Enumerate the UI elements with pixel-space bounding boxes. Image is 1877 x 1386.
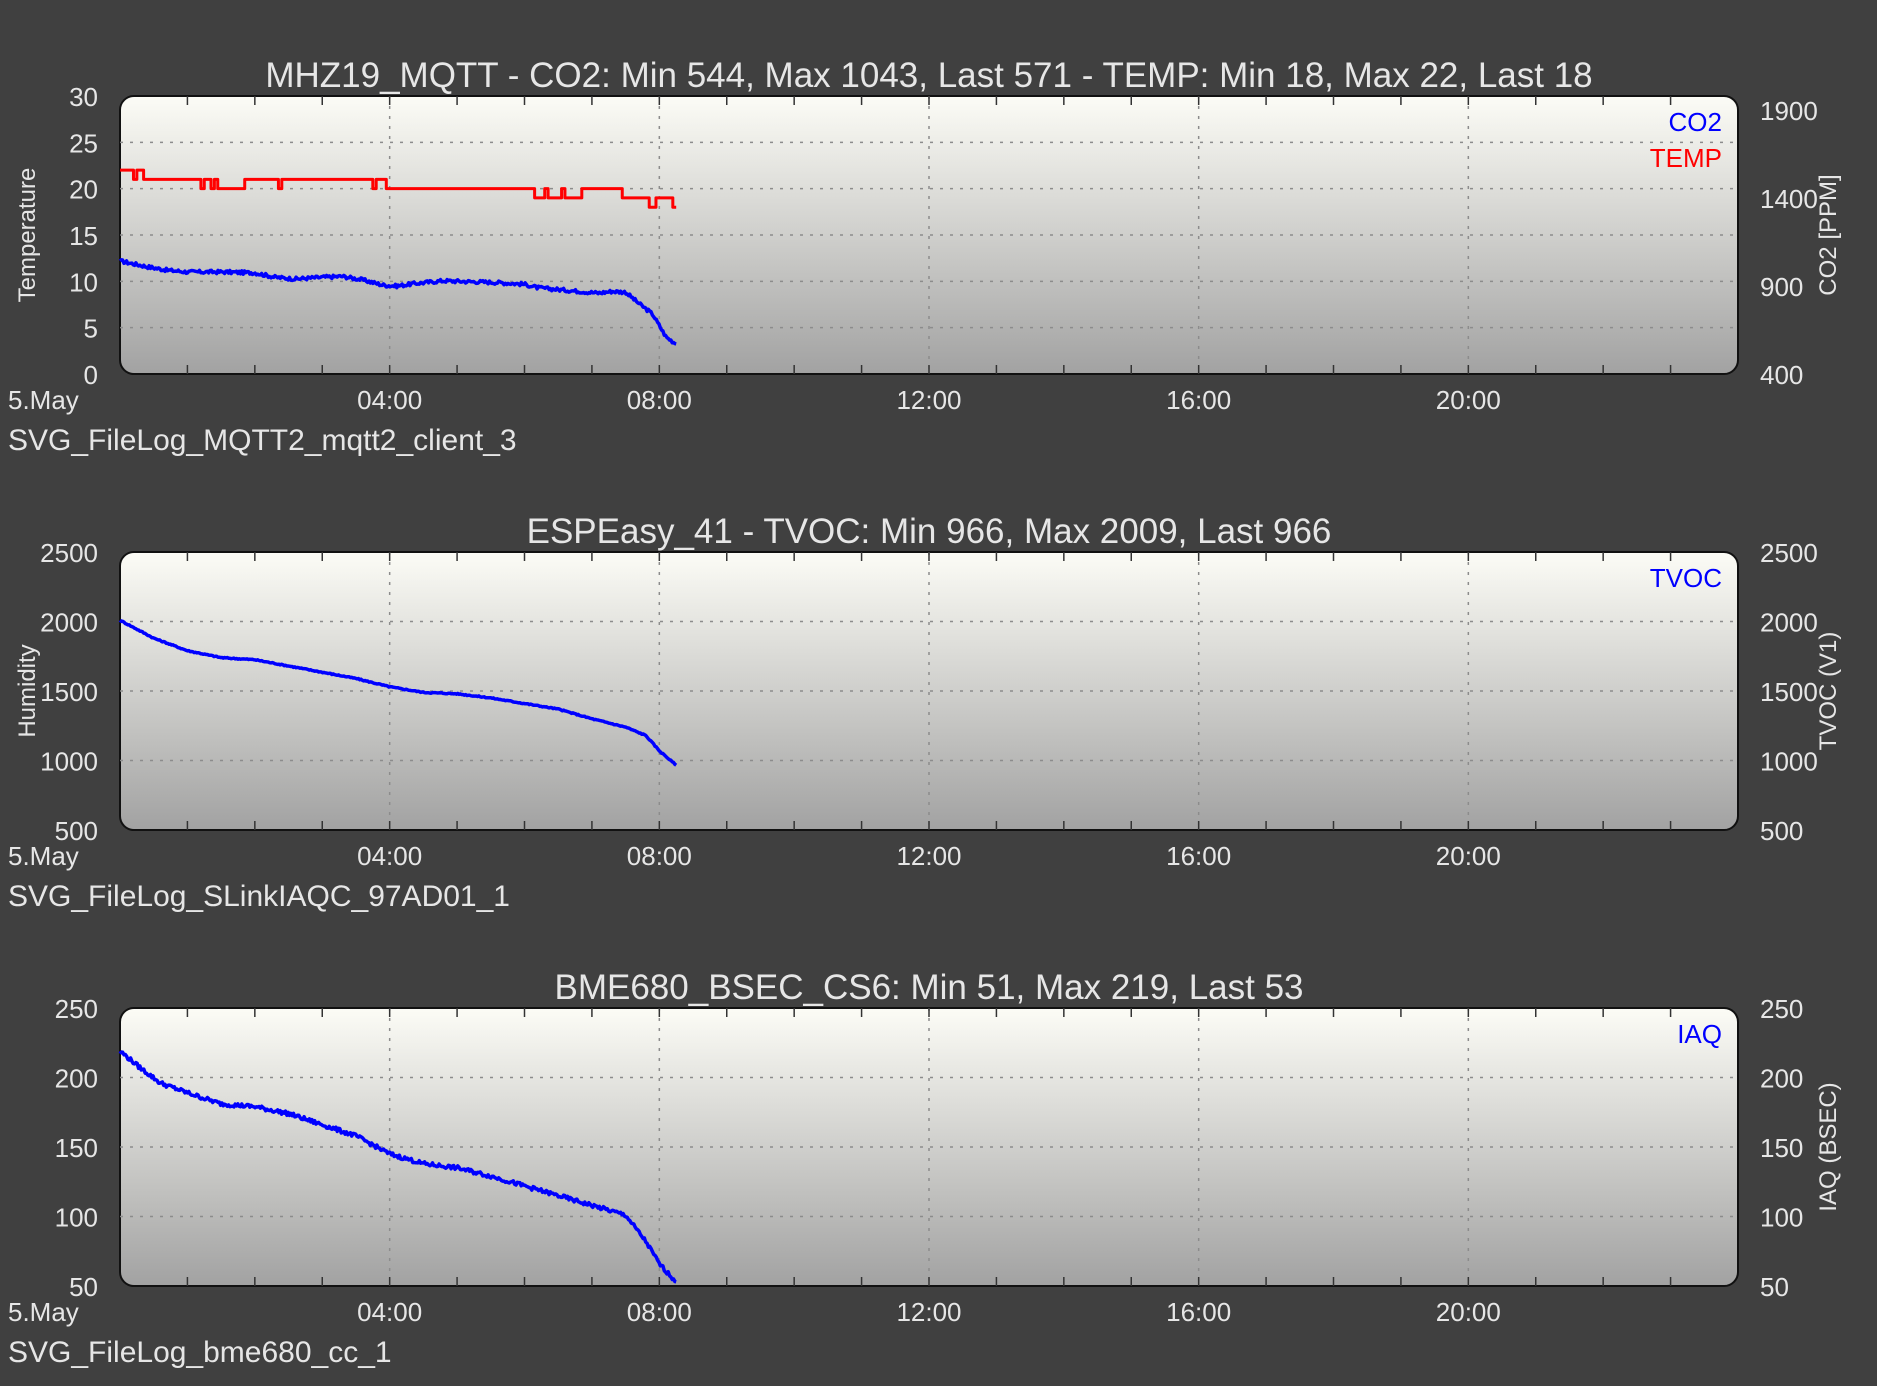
legend-item-iaq: IAQ: [1677, 1019, 1722, 1049]
y-right-tick-label: 400: [1760, 360, 1803, 390]
y-right-tick-label: 1500: [1760, 677, 1818, 707]
y-left-tick-label: 5: [84, 314, 98, 344]
y-left-tick-label: 150: [55, 1133, 98, 1163]
y-left-tick-label: 25: [69, 128, 98, 158]
y-left-axis-label: Temperature: [14, 168, 41, 303]
x-tick-label: 12:00: [896, 841, 961, 871]
x-tick-label: 12:00: [896, 385, 961, 415]
y-right-tick-label: 200: [1760, 1064, 1803, 1094]
y-right-tick-label: 150: [1760, 1133, 1803, 1163]
y-left-tick-label: 30: [69, 82, 98, 112]
y-right-axis-label: CO2 [PPM]: [1815, 174, 1842, 295]
y-right-tick-label: 250: [1760, 994, 1803, 1024]
y-left-tick-label: 2000: [40, 608, 98, 638]
y-right-tick-label: 900: [1760, 272, 1803, 302]
y-right-axis-label: IAQ (BSEC): [1815, 1082, 1842, 1211]
x-start-label: 5.May: [8, 385, 79, 415]
chart-2: ESPEasy_41 - TVOC: Min 966, Max 2009, La…: [8, 512, 1842, 913]
y-left-tick-label: 250: [55, 994, 98, 1024]
y-left-tick-label: 10: [69, 267, 98, 297]
legend-item-temp: TEMP: [1650, 143, 1722, 173]
x-tick-label: 20:00: [1436, 385, 1501, 415]
x-start-label: 5.May: [8, 841, 79, 871]
chart-1: MHZ19_MQTT - CO2: Min 544, Max 1043, Las…: [8, 56, 1842, 457]
y-right-tick-label: 100: [1760, 1203, 1803, 1233]
chart-title: BME680_BSEC_CS6: Min 51, Max 219, Last 5…: [554, 968, 1303, 1007]
y-left-tick-label: 15: [69, 221, 98, 251]
x-tick-label: 20:00: [1436, 1297, 1501, 1327]
y-right-tick-label: 2500: [1760, 538, 1818, 568]
chart-title: MHZ19_MQTT - CO2: Min 544, Max 1043, Las…: [265, 56, 1592, 95]
y-right-tick-label: 2000: [1760, 608, 1818, 638]
x-start-label: 5.May: [8, 1297, 79, 1327]
legend-item-co2: CO2: [1669, 107, 1722, 137]
y-left-axis-label: Humidity: [14, 644, 41, 737]
x-tick-label: 16:00: [1166, 841, 1231, 871]
y-left-tick-label: 20: [69, 175, 98, 205]
x-tick-label: 08:00: [627, 385, 692, 415]
chart-footer-label: SVG_FileLog_SLinkIAQC_97AD01_1: [8, 880, 510, 913]
x-tick-label: 08:00: [627, 841, 692, 871]
y-left-tick-label: 0: [84, 360, 98, 390]
y-left-tick-label: 2500: [40, 538, 98, 568]
x-tick-label: 20:00: [1436, 841, 1501, 871]
y-left-tick-label: 100: [55, 1203, 98, 1233]
y-right-tick-label: 1900: [1760, 96, 1818, 126]
y-left-tick-label: 1500: [40, 677, 98, 707]
x-tick-label: 16:00: [1166, 385, 1231, 415]
x-tick-label: 04:00: [357, 385, 422, 415]
y-right-tick-label: 1400: [1760, 184, 1818, 214]
y-left-tick-label: 1000: [40, 747, 98, 777]
y-right-tick-label: 1000: [1760, 747, 1818, 777]
y-right-axis-label: TVOC (V1): [1815, 632, 1842, 751]
chart-title: ESPEasy_41 - TVOC: Min 966, Max 2009, La…: [527, 512, 1332, 551]
chart-footer-label: SVG_FileLog_bme680_cc_1: [8, 1336, 392, 1369]
x-tick-label: 04:00: [357, 1297, 422, 1327]
y-right-tick-label: 500: [1760, 816, 1803, 846]
chart-footer-label: SVG_FileLog_MQTT2_mqtt2_client_3: [8, 424, 517, 457]
x-tick-label: 08:00: [627, 1297, 692, 1327]
y-left-tick-label: 200: [55, 1064, 98, 1094]
legend-item-tvoc: TVOC: [1650, 563, 1722, 593]
x-tick-label: 16:00: [1166, 1297, 1231, 1327]
y-right-tick-label: 50: [1760, 1272, 1789, 1302]
chart-3: BME680_BSEC_CS6: Min 51, Max 219, Last 5…: [8, 968, 1842, 1369]
x-tick-label: 04:00: [357, 841, 422, 871]
x-tick-label: 12:00: [896, 1297, 961, 1327]
